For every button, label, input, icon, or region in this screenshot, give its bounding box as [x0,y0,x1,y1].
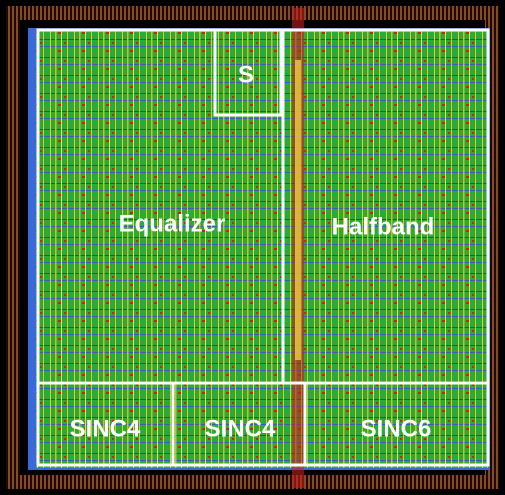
block-label: SINC4 [205,415,276,442]
block-label: SINC6 [361,415,432,442]
block-label: Equalizer [119,210,226,237]
block-label: S [238,61,254,88]
block-label: Halfband [332,213,435,240]
routing-bundle [295,60,301,360]
chip-layout: S Equalizer Halfband SINC4 SINC4 SINC6 [0,0,505,495]
block-label: SINC4 [70,415,141,442]
standard-cells [36,30,488,468]
